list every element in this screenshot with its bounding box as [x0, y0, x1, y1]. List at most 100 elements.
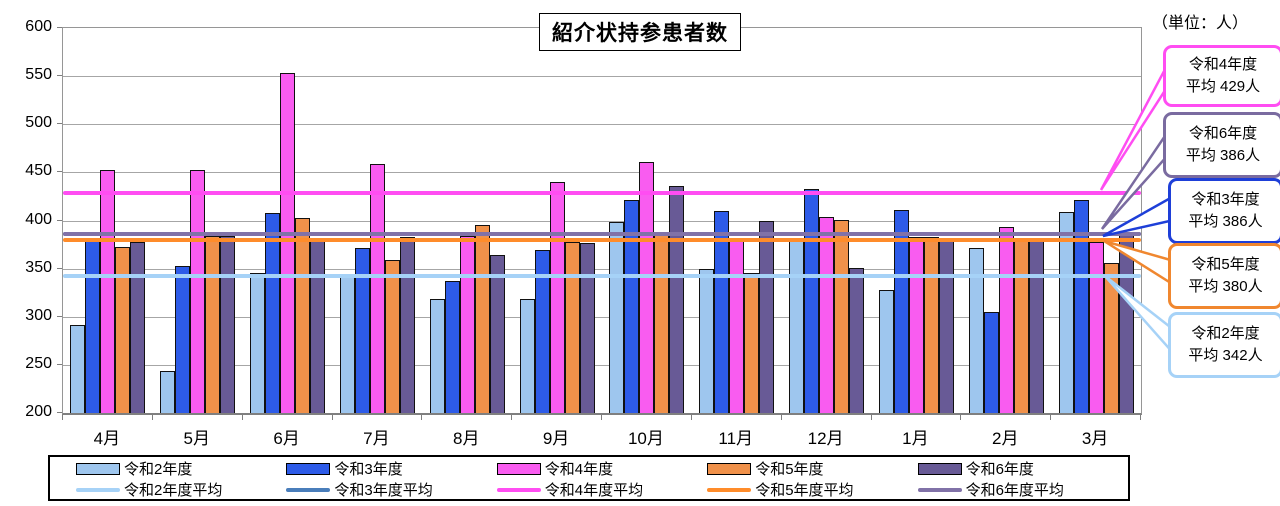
- bar-令和5年度-9月: [564, 241, 580, 413]
- bar-令和6年度-5月: [220, 235, 236, 413]
- x-tick-label: 10月: [627, 429, 664, 448]
- bar-令和5年度-2月: [1013, 238, 1029, 413]
- legend-item-令和3年度平均: 令和3年度平均: [286, 479, 496, 500]
- bar-group: [512, 28, 602, 413]
- bar-令和2年度-10月: [609, 222, 625, 413]
- bar-令和2年度-8月: [429, 299, 445, 413]
- bar-令和3年度-10月: [624, 200, 640, 413]
- bar-令和5年度-5月: [205, 235, 221, 413]
- legend-bar-swatch: [76, 462, 120, 475]
- bar-令和6年度-9月: [579, 242, 595, 413]
- bar-令和4年度-9月: [549, 182, 565, 413]
- bar-令和3年度-3月: [1073, 200, 1089, 413]
- bar-令和6年度-12月: [849, 267, 865, 413]
- bar-令和4年度-2月: [998, 227, 1014, 413]
- y-tick-label: 350: [25, 258, 52, 276]
- x-tick-mark: [511, 414, 513, 420]
- gridline: [63, 76, 1141, 78]
- legend-line-swatch: [707, 487, 752, 492]
- bar-令和4年度-11月: [729, 237, 745, 413]
- callout-year-label: 令和3年度: [1191, 191, 1260, 209]
- callout-average-value: 平均 386人: [1188, 213, 1263, 230]
- legend-item-令和4年度: 令和4年度: [496, 458, 707, 479]
- bar-令和5年度-6月: [295, 217, 311, 413]
- bar-令和3年度-6月: [265, 212, 281, 413]
- bar-令和3年度-11月: [714, 210, 730, 413]
- legend-item-令和2年度平均: 令和2年度平均: [76, 479, 286, 500]
- bar-令和4年度-8月: [459, 235, 475, 413]
- bar-group: [243, 28, 333, 413]
- bar-令和2年度-1月: [878, 289, 894, 413]
- bar-令和3年度-2月: [983, 311, 999, 413]
- gridline: [63, 316, 1141, 318]
- y-tick-mark: [57, 75, 62, 77]
- bar-令和6年度-7月: [399, 236, 415, 413]
- x-tick-label: 6月: [273, 429, 300, 448]
- y-tick-label: 400: [25, 210, 52, 228]
- x-tick-mark: [870, 414, 872, 420]
- bar-令和4年度-1月: [908, 236, 924, 413]
- bar-令和6年度-6月: [310, 240, 326, 413]
- callout-令和5年度: 令和5年度 平均 380人: [1168, 243, 1280, 309]
- bar-令和5年度-12月: [834, 219, 850, 413]
- bar-令和3年度-1月: [893, 209, 909, 413]
- legend-label: 令和6年度: [965, 461, 1034, 478]
- bar-令和4年度-10月: [639, 161, 655, 413]
- callout-令和4年度: 令和4年度 平均 429人: [1163, 45, 1280, 107]
- x-tick-label: 12月: [807, 429, 844, 448]
- x-tick-label: 2月: [992, 429, 1019, 448]
- y-tick-mark: [57, 219, 62, 221]
- x-tick-label: 3月: [1081, 429, 1109, 448]
- bar-令和2年度-7月: [339, 274, 355, 413]
- legend-label: 令和5年度: [755, 461, 824, 478]
- legend-label: 令和3年度: [334, 461, 403, 478]
- y-tick-mark: [57, 363, 62, 365]
- bar-令和5年度-4月: [115, 247, 131, 413]
- y-tick-mark: [57, 267, 62, 269]
- plot-area: [62, 27, 1142, 415]
- bar-令和4年度-6月: [280, 73, 296, 413]
- bar-group: [782, 28, 872, 413]
- x-tick-mark: [421, 414, 423, 420]
- bar-group: [692, 28, 782, 413]
- legend-item-令和3年度: 令和3年度: [286, 458, 496, 479]
- bar-令和2年度-4月: [70, 325, 86, 413]
- legend-label: 令和2年度平均: [124, 482, 223, 499]
- bar-令和6年度-8月: [489, 255, 505, 413]
- bar-令和2年度-9月: [519, 299, 535, 413]
- y-tick-mark: [57, 315, 62, 317]
- bar-group: [422, 28, 512, 413]
- x-tick-label: 9月: [542, 429, 570, 448]
- y-tick-label: 600: [25, 18, 52, 35]
- gridline: [63, 220, 1141, 222]
- bar-group: [63, 28, 153, 413]
- bar-令和4年度-7月: [369, 163, 385, 413]
- bar-令和5年度-10月: [654, 234, 670, 413]
- x-tick-label: 5月: [183, 429, 210, 448]
- legend-bar-swatch: [496, 462, 541, 475]
- x-tick-mark: [1050, 414, 1052, 420]
- legend-item-令和5年度: 令和5年度: [707, 458, 917, 479]
- legend-line-swatch: [286, 487, 331, 492]
- callout-year-label: 令和2年度: [1191, 325, 1260, 343]
- legend-line-swatch: [917, 487, 962, 492]
- average-line-令和5年度: [63, 237, 1141, 242]
- y-tick-mark: [57, 27, 62, 28]
- legend-label: 令和2年度: [124, 461, 193, 478]
- gridline: [63, 172, 1141, 174]
- x-tick-mark: [780, 414, 782, 420]
- bar-令和6年度-11月: [759, 220, 775, 413]
- legend-label: 令和5年度平均: [755, 482, 854, 499]
- bar-group: [153, 28, 243, 413]
- bar-令和5年度-1月: [923, 236, 939, 413]
- legend-label: 令和3年度平均: [334, 482, 433, 499]
- bar-令和4年度-5月: [190, 169, 206, 413]
- legend-line-swatch: [76, 487, 120, 492]
- y-tick-mark: [57, 123, 62, 125]
- bar-令和2年度-12月: [789, 238, 805, 413]
- callout-year-label: 令和6年度: [1188, 125, 1258, 143]
- bar-group: [333, 28, 423, 413]
- bar-group: [602, 28, 692, 413]
- x-tick-mark: [690, 414, 692, 420]
- callout-average-value: 平均 380人: [1188, 278, 1263, 295]
